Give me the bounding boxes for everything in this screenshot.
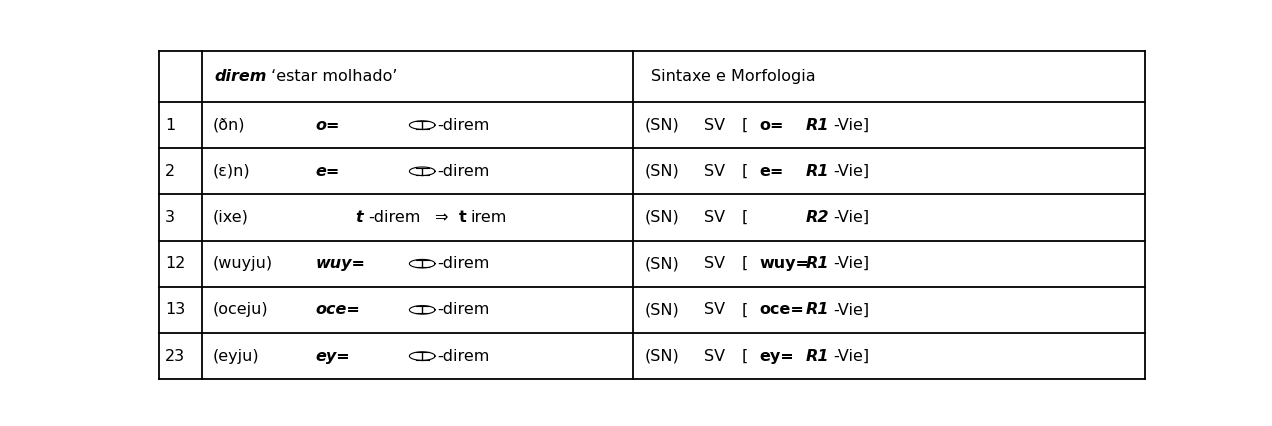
Text: ‘estar molhado’: ‘estar molhado’ <box>266 69 398 84</box>
Text: -Vie]: -Vie] <box>833 302 870 317</box>
Text: ey=: ey= <box>759 348 794 363</box>
Text: oce=: oce= <box>315 302 360 317</box>
Text: R1: R1 <box>805 164 829 179</box>
Text: (ixe): (ixe) <box>212 210 248 225</box>
Text: (SN): (SN) <box>645 210 679 225</box>
Text: Sintaxe e Morfologia: Sintaxe e Morfologia <box>651 69 815 84</box>
Text: t: t <box>355 210 363 225</box>
Text: 1: 1 <box>165 118 176 132</box>
Text: SV: SV <box>705 256 725 271</box>
Text: -direm: -direm <box>438 118 490 132</box>
Text: [: [ <box>742 164 748 179</box>
Text: R1: R1 <box>805 256 829 271</box>
Text: [: [ <box>742 210 748 225</box>
Text: -Vie]: -Vie] <box>833 210 870 225</box>
Text: (oceju): (oceju) <box>212 302 268 317</box>
Text: irem: irem <box>471 210 506 225</box>
Text: o=: o= <box>759 118 784 132</box>
Text: e=: e= <box>759 164 784 179</box>
Text: (eyju): (eyju) <box>212 348 259 363</box>
Text: -direm: -direm <box>368 210 420 225</box>
Text: (ðn): (ðn) <box>212 118 244 132</box>
Text: wuy=: wuy= <box>315 256 365 271</box>
Text: SV: SV <box>705 302 725 317</box>
Text: R1: R1 <box>805 302 829 317</box>
Text: SV: SV <box>705 210 725 225</box>
Text: -direm: -direm <box>438 348 490 363</box>
Text: -Vie]: -Vie] <box>833 118 870 132</box>
Text: (SN): (SN) <box>645 302 679 317</box>
Text: R1: R1 <box>805 118 829 132</box>
Text: 3: 3 <box>165 210 176 225</box>
Text: 23: 23 <box>165 348 184 363</box>
Text: wuy=: wuy= <box>759 256 809 271</box>
Text: [: [ <box>742 118 748 132</box>
Text: direm: direm <box>214 69 267 84</box>
Text: ey=: ey= <box>315 348 350 363</box>
Text: SV: SV <box>705 164 725 179</box>
Text: oce=: oce= <box>759 302 804 317</box>
Text: t: t <box>459 210 467 225</box>
Text: R1: R1 <box>805 348 829 363</box>
Text: (SN): (SN) <box>645 348 679 363</box>
Text: [: [ <box>742 348 748 363</box>
Text: ⇒: ⇒ <box>434 210 448 225</box>
Text: -Vie]: -Vie] <box>833 348 870 363</box>
Text: -direm: -direm <box>438 256 490 271</box>
Text: o=: o= <box>315 118 340 132</box>
Text: e=: e= <box>315 164 340 179</box>
Text: 13: 13 <box>165 302 186 317</box>
Text: (SN): (SN) <box>645 118 679 132</box>
Text: -Vie]: -Vie] <box>833 164 870 179</box>
Text: 12: 12 <box>165 256 186 271</box>
Text: R2: R2 <box>805 210 829 225</box>
Text: SV: SV <box>705 118 725 132</box>
Text: (wuyju): (wuyju) <box>212 256 272 271</box>
Text: (ε)n): (ε)n) <box>212 164 249 179</box>
Text: -direm: -direm <box>438 302 490 317</box>
Text: SV: SV <box>705 348 725 363</box>
Text: -direm: -direm <box>438 164 490 179</box>
Text: [: [ <box>742 256 748 271</box>
Text: (SN): (SN) <box>645 164 679 179</box>
Text: (SN): (SN) <box>645 256 679 271</box>
Text: -Vie]: -Vie] <box>833 256 870 271</box>
Text: [: [ <box>742 302 748 317</box>
Text: 2: 2 <box>165 164 176 179</box>
